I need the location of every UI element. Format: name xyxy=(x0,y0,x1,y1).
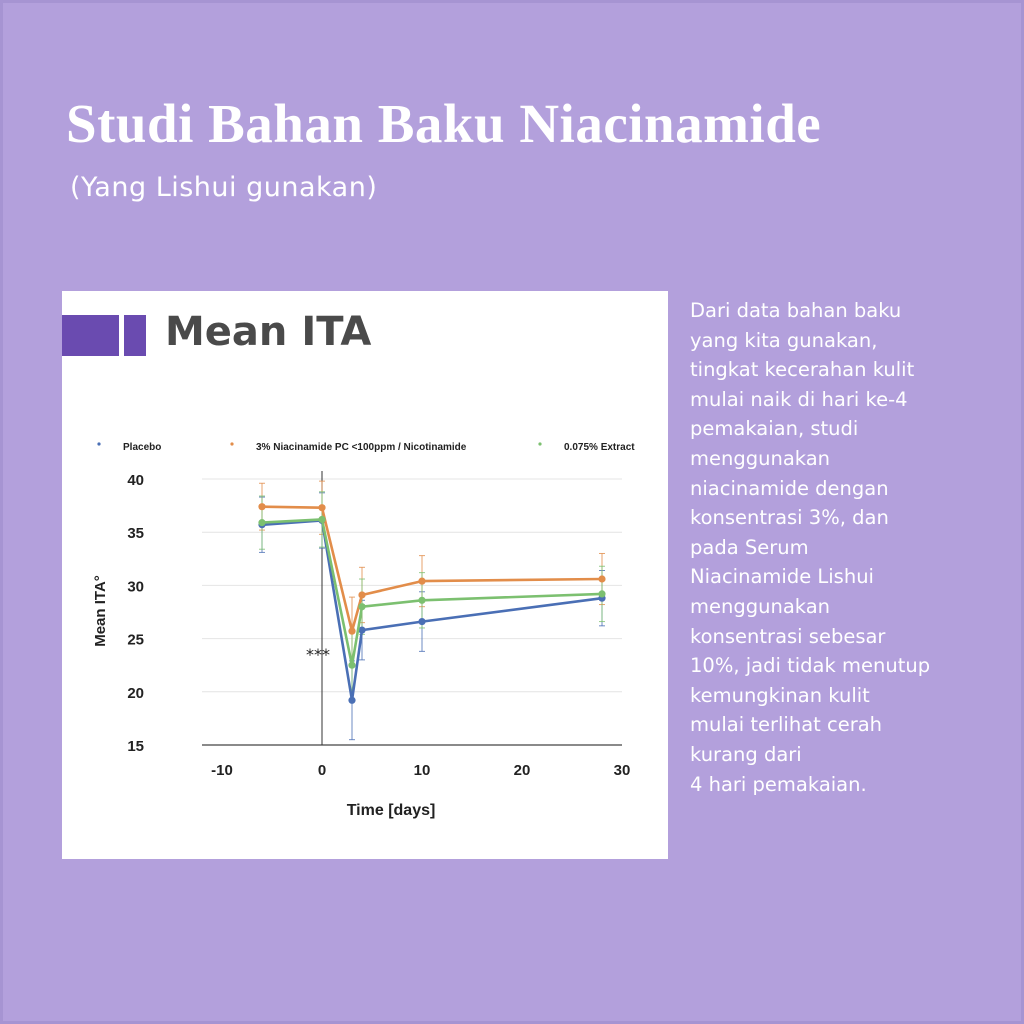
description-line: tingkat kecerahan kulit xyxy=(690,358,915,382)
data-point xyxy=(358,603,366,611)
data-point xyxy=(348,661,356,669)
y-tick-label: 40 xyxy=(127,472,144,489)
x-tick-label: 10 xyxy=(414,762,431,779)
data-point xyxy=(318,504,326,512)
x-tick-label: 30 xyxy=(614,762,631,779)
description-line: konsentrasi sebesar xyxy=(690,624,886,648)
description-line: pemakaian, studi xyxy=(690,417,859,441)
x-tick-label: 0 xyxy=(318,762,326,779)
description-line: 4 hari pemakaian. xyxy=(690,772,867,796)
description-line: pada Serum xyxy=(690,535,809,559)
data-point xyxy=(418,617,426,626)
line-chart: 15 20 25 30 35 40 -10 0 10 20 30 Time [days] Mean IT… xyxy=(92,442,635,819)
data-point xyxy=(258,519,266,527)
x-tick-label: -10 xyxy=(211,762,233,779)
series-line xyxy=(261,518,603,667)
description-line: 10%, jadi tidak menutup xyxy=(690,654,931,678)
data-point xyxy=(358,591,366,599)
significance-annotation: *** xyxy=(306,645,330,664)
data-point xyxy=(358,626,366,634)
description-line: yang kita gunakan, xyxy=(690,328,878,352)
data-point xyxy=(598,590,606,598)
description-line: Niacinamide Lishui xyxy=(690,565,874,589)
x-axis-label: Time [days] xyxy=(347,802,436,819)
description-line: menggunakan xyxy=(690,446,831,470)
data-point xyxy=(418,596,426,604)
x-tick-label: 20 xyxy=(514,762,531,779)
y-tick-label: 30 xyxy=(127,578,144,595)
y-tick-label: 20 xyxy=(127,685,144,702)
description-line: menggunakan xyxy=(690,594,831,618)
page-title: Studi Bahan Baku Niacinamide xyxy=(66,93,822,154)
legend-marker xyxy=(230,442,234,446)
y-tick-label: 15 xyxy=(127,738,144,755)
description-line: niacinamide dengan xyxy=(690,476,889,500)
title-decoration-bar-2 xyxy=(133,315,146,356)
data-point xyxy=(348,627,356,635)
title-decoration-block xyxy=(62,315,119,356)
y-tick-label: 25 xyxy=(127,632,144,649)
description-line: mulai naik di hari ke-4 xyxy=(690,387,908,411)
chart-title: Mean ITA xyxy=(165,309,372,355)
series-line xyxy=(261,505,603,633)
description-line: Dari data bahan baku xyxy=(690,299,902,322)
legend-marker xyxy=(538,442,542,446)
description-line: kurang dari xyxy=(690,742,802,766)
legend-label: Placebo xyxy=(123,442,161,453)
description-line: konsentrasi 3%, dan xyxy=(690,506,889,530)
y-tick-label: 35 xyxy=(127,525,144,542)
y-axis-label: Mean ITA° xyxy=(92,575,109,647)
description-text: Dari data bahan baku yang kita gunakan, ti… xyxy=(690,296,990,799)
data-point xyxy=(348,696,356,704)
chart-card: Mean ITA 15 20 25 30 35 40 -10 0 10 20 30 Time [day… xyxy=(62,291,668,859)
page-subtitle: (Yang Lishui gunakan) xyxy=(70,172,378,203)
data-point xyxy=(598,575,606,583)
series-line xyxy=(261,519,603,702)
legend-marker xyxy=(97,442,101,446)
description-line: mulai terlihat cerah xyxy=(690,713,883,737)
legend-label: 3% Niacinamide PC <100ppm / Nicotinamide xyxy=(256,442,467,453)
data-point xyxy=(258,503,266,511)
data-point xyxy=(318,515,326,524)
description-line: kemungkinan kulit xyxy=(690,683,870,707)
data-point xyxy=(418,577,426,585)
legend-label: 0.075% Extract xyxy=(564,442,635,453)
